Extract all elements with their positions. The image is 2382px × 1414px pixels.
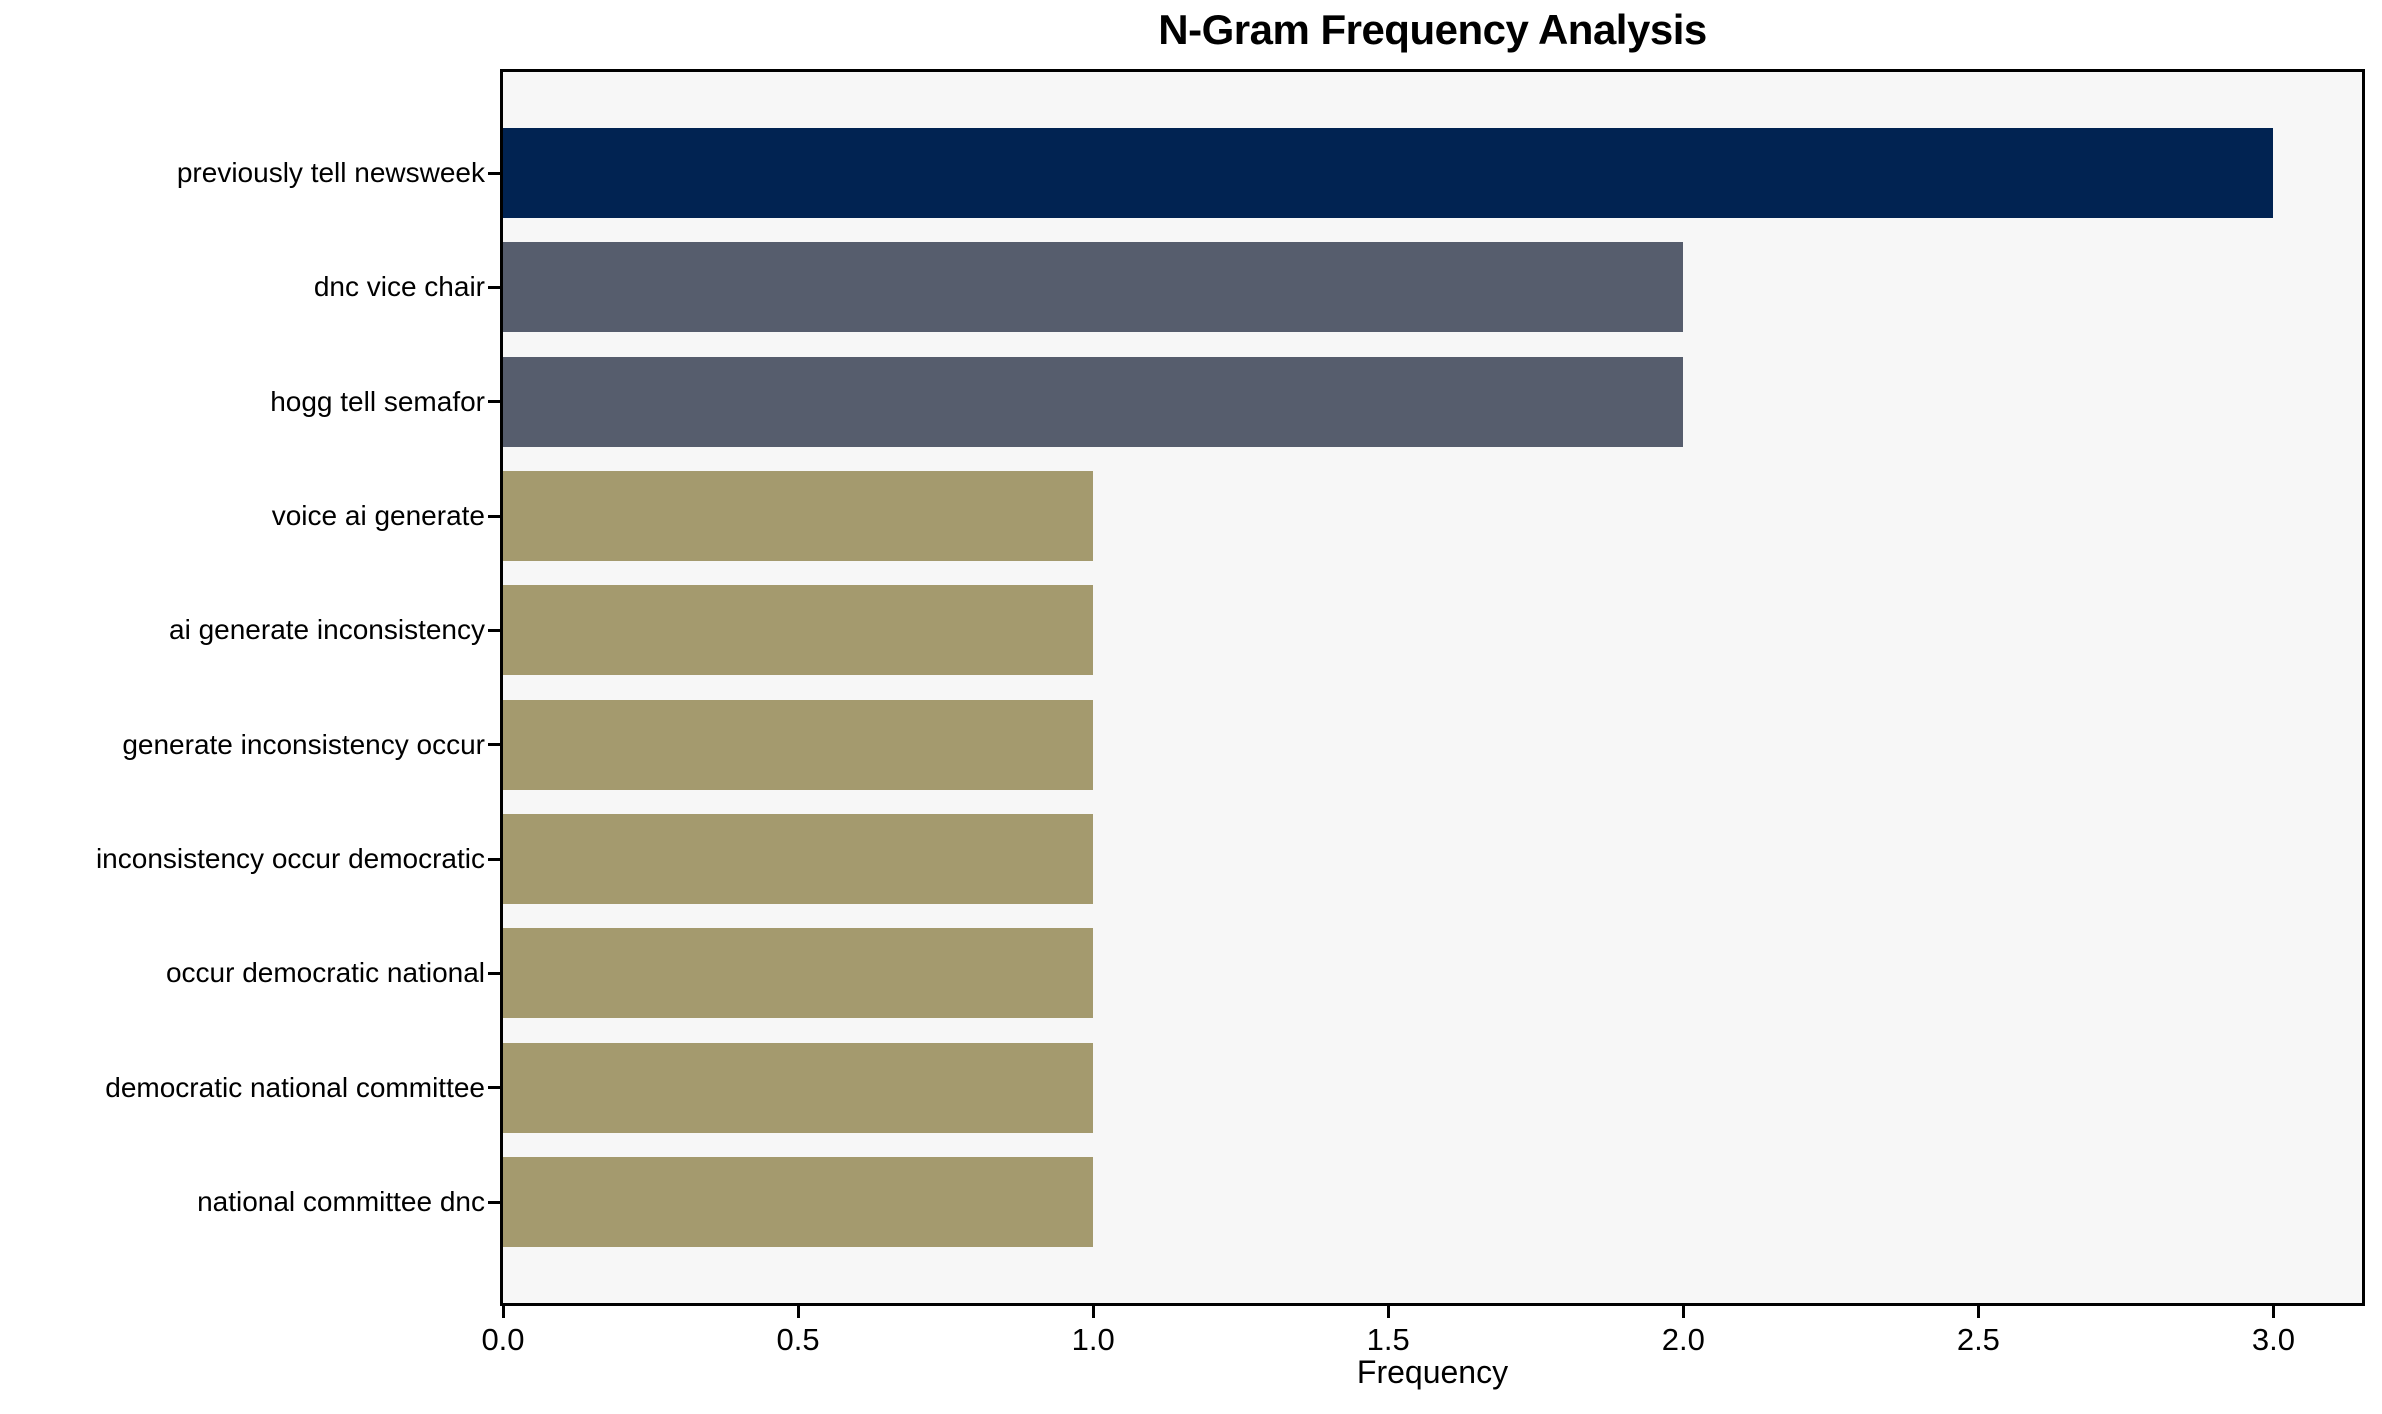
y-tick-mark — [488, 743, 500, 747]
chart-title: N-Gram Frequency Analysis — [1158, 6, 1707, 53]
x-tick-label: 3.0 — [2251, 1322, 2296, 1357]
y-tick-label: inconsistency occur democratic — [95, 843, 485, 874]
bar-inconsistency-occur-democratic — [503, 814, 1094, 904]
y-tick-label: occur democratic national — [165, 957, 485, 989]
x-tick-label: 0.5 — [776, 1322, 820, 1357]
y-tick-label: generate inconsistency occur — [122, 728, 485, 760]
bar-democratic-national-committee — [503, 1042, 1094, 1133]
y-tick-label: democratic national committee — [105, 1071, 485, 1103]
y-tick-mark — [488, 971, 500, 975]
x-tick-label: 2.5 — [1956, 1322, 2000, 1357]
bar-hogg-tell-semafor — [503, 356, 1684, 447]
x-tick-mark — [501, 1306, 505, 1318]
y-tick-mark — [488, 628, 500, 632]
x-tick-label: 1.5 — [1366, 1322, 1410, 1357]
bar-occur-democratic-national — [503, 928, 1094, 1019]
y-tick-mark — [488, 171, 500, 175]
y-tick-mark — [488, 857, 500, 861]
x-tick-mark — [1091, 1306, 1095, 1318]
y-tick-label: ai generate inconsistency — [169, 614, 485, 646]
y-tick-label: previously tell newsweek — [176, 157, 485, 188]
x-tick-mark — [1386, 1306, 1390, 1318]
bar-voice-ai-generate — [503, 471, 1094, 561]
y-tick-mark — [488, 1086, 500, 1090]
y-tick-mark — [488, 514, 500, 518]
x-tick-label: 0.0 — [481, 1322, 525, 1357]
x-tick-label: 1.0 — [1071, 1322, 1115, 1357]
bar-previously-tell-newsweek — [503, 128, 2274, 218]
bar-ai-generate-inconsistency — [503, 585, 1094, 676]
bar-dnc-vice-chair — [503, 242, 1684, 333]
x-tick-label: 2.0 — [1661, 1322, 1705, 1357]
y-tick-mark — [488, 285, 500, 289]
x-tick-mark — [1681, 1306, 1685, 1318]
x-axis-label: Frequency — [1356, 1354, 1509, 1390]
y-tick-mark — [488, 1200, 500, 1204]
y-tick-label: national committee dnc — [197, 1186, 485, 1217]
x-tick-mark — [1976, 1306, 1980, 1318]
y-tick-label: voice ai generate — [271, 500, 485, 531]
x-tick-mark — [796, 1306, 800, 1318]
y-tick-label: dnc vice chair — [313, 271, 485, 303]
y-tick-mark — [488, 400, 500, 404]
y-tick-label: hogg tell semafor — [270, 385, 485, 417]
plot-area — [500, 69, 2365, 1306]
bar-generate-inconsistency-occur — [503, 699, 1094, 790]
bar-national-committee-dnc — [503, 1157, 1094, 1247]
x-tick-mark — [2271, 1306, 2275, 1318]
